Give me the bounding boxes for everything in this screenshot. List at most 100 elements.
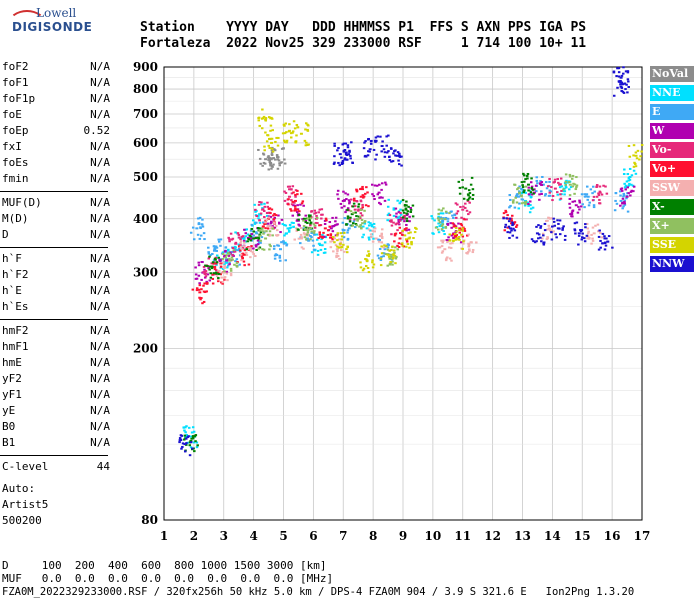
echo-mark: [228, 259, 232, 262]
echo-mark: [454, 238, 457, 241]
echo-mark: [193, 435, 197, 438]
echo-mark: [592, 185, 595, 188]
echo-mark: [223, 270, 226, 273]
echo-mark: [447, 246, 451, 249]
echo-mark: [442, 239, 445, 242]
echo-mark: [466, 252, 469, 255]
echo-mark: [239, 253, 243, 256]
echo-mark: [257, 119, 260, 122]
echo-mark: [291, 185, 295, 188]
echo-mark: [294, 140, 297, 143]
echo-mark: [303, 139, 307, 142]
echo-mark: [282, 242, 286, 245]
echo-mark: [361, 203, 364, 206]
echo-mark: [459, 241, 463, 244]
echo-mark: [349, 210, 353, 213]
echo-mark: [263, 231, 266, 234]
param-row-yf1: yF1 N/A: [2, 388, 110, 404]
echo-mark: [579, 230, 583, 233]
echo-mark: [310, 216, 313, 219]
echo-mark: [249, 250, 253, 253]
echo-mark: [261, 108, 264, 111]
echo-mark: [253, 203, 256, 206]
echo-mark: [178, 441, 181, 444]
legend-item-noval: NoVal: [650, 66, 694, 82]
echo-mark: [366, 266, 370, 269]
point-x: [440, 217, 444, 220]
echo-mark: [272, 163, 275, 166]
echo-mark: [624, 88, 627, 91]
echo-mark: [304, 229, 308, 232]
point-e: [383, 248, 387, 251]
echo-mark: [305, 233, 309, 236]
echo-mark: [333, 161, 336, 164]
echo-mark: [361, 185, 364, 188]
echo-mark: [585, 222, 589, 225]
echo-mark: [304, 226, 308, 229]
echo-mark: [595, 184, 599, 187]
echo-mark: [347, 209, 351, 212]
echo-mark: [303, 227, 307, 230]
echo-mark: [507, 225, 511, 228]
echo-mark: [338, 164, 341, 167]
echo-mark: [344, 142, 348, 145]
echo-mark: [199, 227, 202, 230]
echo-mark: [320, 235, 323, 238]
x-tick-label: 4: [249, 529, 257, 543]
echo-mark: [359, 224, 362, 227]
point-nnw: [604, 237, 608, 240]
echo-mark: [469, 183, 473, 186]
echo-mark: [312, 244, 315, 247]
echo-mark: [523, 189, 526, 192]
echo-mark: [280, 241, 283, 244]
echo-mark: [285, 243, 289, 246]
echo-mark: [268, 243, 271, 246]
echo-mark: [528, 211, 532, 214]
echo-mark: [379, 234, 382, 237]
echo-mark: [377, 240, 381, 243]
echo-mark: [475, 241, 478, 244]
echo-mark: [200, 297, 203, 300]
echo-mark: [445, 257, 448, 260]
echo-mark: [348, 220, 352, 223]
echo-mark: [313, 212, 316, 215]
echo-mark: [548, 180, 551, 183]
echo-mark: [387, 150, 390, 153]
echo-mark: [381, 228, 384, 231]
echo-mark: [313, 226, 317, 229]
echo-mark: [399, 216, 403, 219]
echo-mark: [367, 236, 371, 239]
echo-mark: [358, 225, 361, 228]
echo-mark: [585, 193, 589, 196]
point-nnw: [619, 85, 623, 88]
echo-mark: [314, 221, 318, 224]
echo-mark: [548, 177, 551, 180]
echo-mark: [530, 238, 534, 241]
echo-mark: [462, 197, 466, 200]
echo-mark: [310, 236, 313, 239]
echo-mark: [315, 238, 319, 241]
echo-mark: [296, 189, 299, 192]
echo-mark: [271, 165, 274, 168]
header-labels: Station YYYY DAY DDD HHMMSS P1 FFS S AXN…: [140, 20, 587, 35]
echo-mark: [625, 197, 628, 200]
echo-mark: [550, 231, 553, 234]
echo-mark: [318, 231, 322, 234]
echo-mark: [268, 159, 272, 162]
echo-mark: [384, 181, 387, 184]
echo-mark: [208, 279, 212, 282]
echo-mark: [361, 206, 364, 209]
echo-mark: [257, 215, 260, 218]
echo-mark: [533, 188, 536, 191]
param-value: N/A: [90, 76, 110, 89]
echo-mark: [343, 231, 346, 234]
echo-mark: [261, 227, 264, 230]
echo-mark: [271, 150, 275, 153]
echo-mark: [245, 248, 249, 251]
legend-item-nne: NNE: [650, 85, 694, 101]
echo-mark: [570, 215, 573, 218]
echo-mark: [504, 226, 507, 229]
echo-mark: [448, 257, 452, 260]
echo-mark: [188, 426, 191, 429]
legend-item-x: X+: [650, 218, 694, 234]
